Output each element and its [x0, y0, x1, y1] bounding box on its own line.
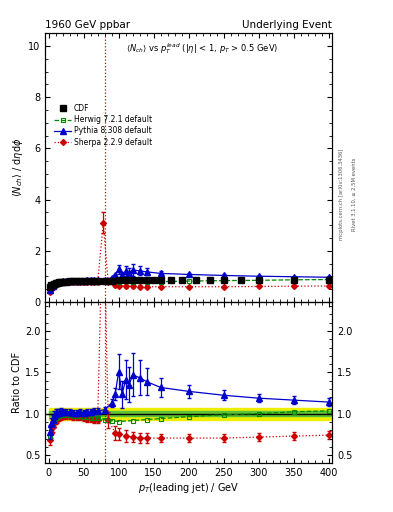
Text: 1960 GeV ppbar: 1960 GeV ppbar [45, 19, 130, 30]
Text: mcplots.cern.ch [arXiv:1306.3436]: mcplots.cern.ch [arXiv:1306.3436] [339, 149, 344, 240]
Text: Underlying Event: Underlying Event [242, 19, 332, 30]
Y-axis label: Ratio to CDF: Ratio to CDF [12, 352, 22, 413]
Y-axis label: $\langle N_{ch}\rangle$ / d$\eta$d$\phi$: $\langle N_{ch}\rangle$ / d$\eta$d$\phi$ [11, 138, 25, 198]
Text: $\langle N_{ch}\rangle$ vs $p_T^{lead}$ ($|\eta|$ < 1, $p_T$ > 0.5 GeV): $\langle N_{ch}\rangle$ vs $p_T^{lead}$ … [125, 41, 278, 56]
Text: Rivet 3.1.10, ≥ 2.5M events: Rivet 3.1.10, ≥ 2.5M events [352, 158, 357, 231]
X-axis label: $p_T$(leading jet) / GeV: $p_T$(leading jet) / GeV [138, 481, 239, 495]
Legend: CDF, Herwig 7.2.1 default, Pythia 8.308 default, Sherpa 2.2.9 default: CDF, Herwig 7.2.1 default, Pythia 8.308 … [52, 101, 154, 149]
